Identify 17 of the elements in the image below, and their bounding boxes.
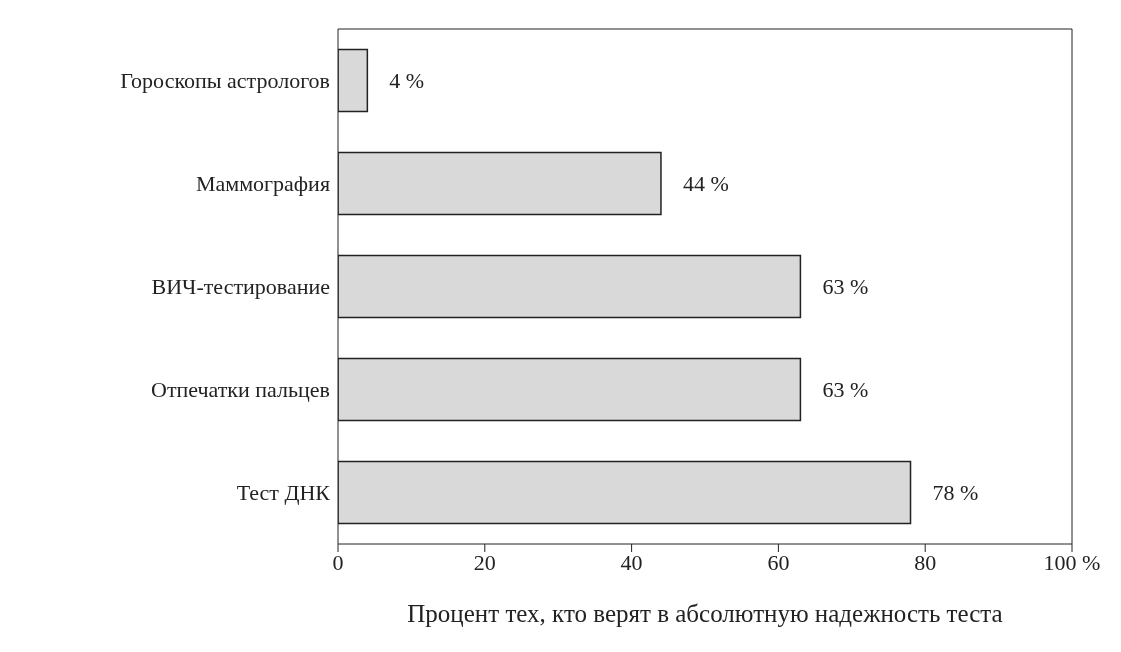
x-tick-label: 40 [620, 549, 643, 575]
x-tick-label: 80 [914, 549, 937, 575]
x-tick-label: 0 [332, 549, 344, 575]
data-label: 78 % [932, 480, 979, 506]
data-label: 63 % [822, 274, 869, 300]
y-tick-label: Тест ДНК [236, 480, 331, 506]
data-label: 44 % [682, 171, 729, 197]
data-label: 63 % [822, 377, 869, 403]
y-tick-label: ВИЧ-тестирование [151, 274, 330, 300]
x-tick-label: 20 [473, 549, 496, 575]
y-tick-label: Отпечатки пальцев [151, 377, 330, 403]
x-tick-label: 60 [767, 549, 790, 575]
y-tick-label: Маммография [195, 171, 330, 197]
x-axis-title: Процент тех, кто верят в абсолютную надежность теста [407, 600, 1003, 627]
x-tick-label: 100 % [1043, 549, 1101, 575]
y-tick-label: Гороскопы астрологов [120, 68, 330, 94]
data-label: 4 % [389, 68, 425, 94]
